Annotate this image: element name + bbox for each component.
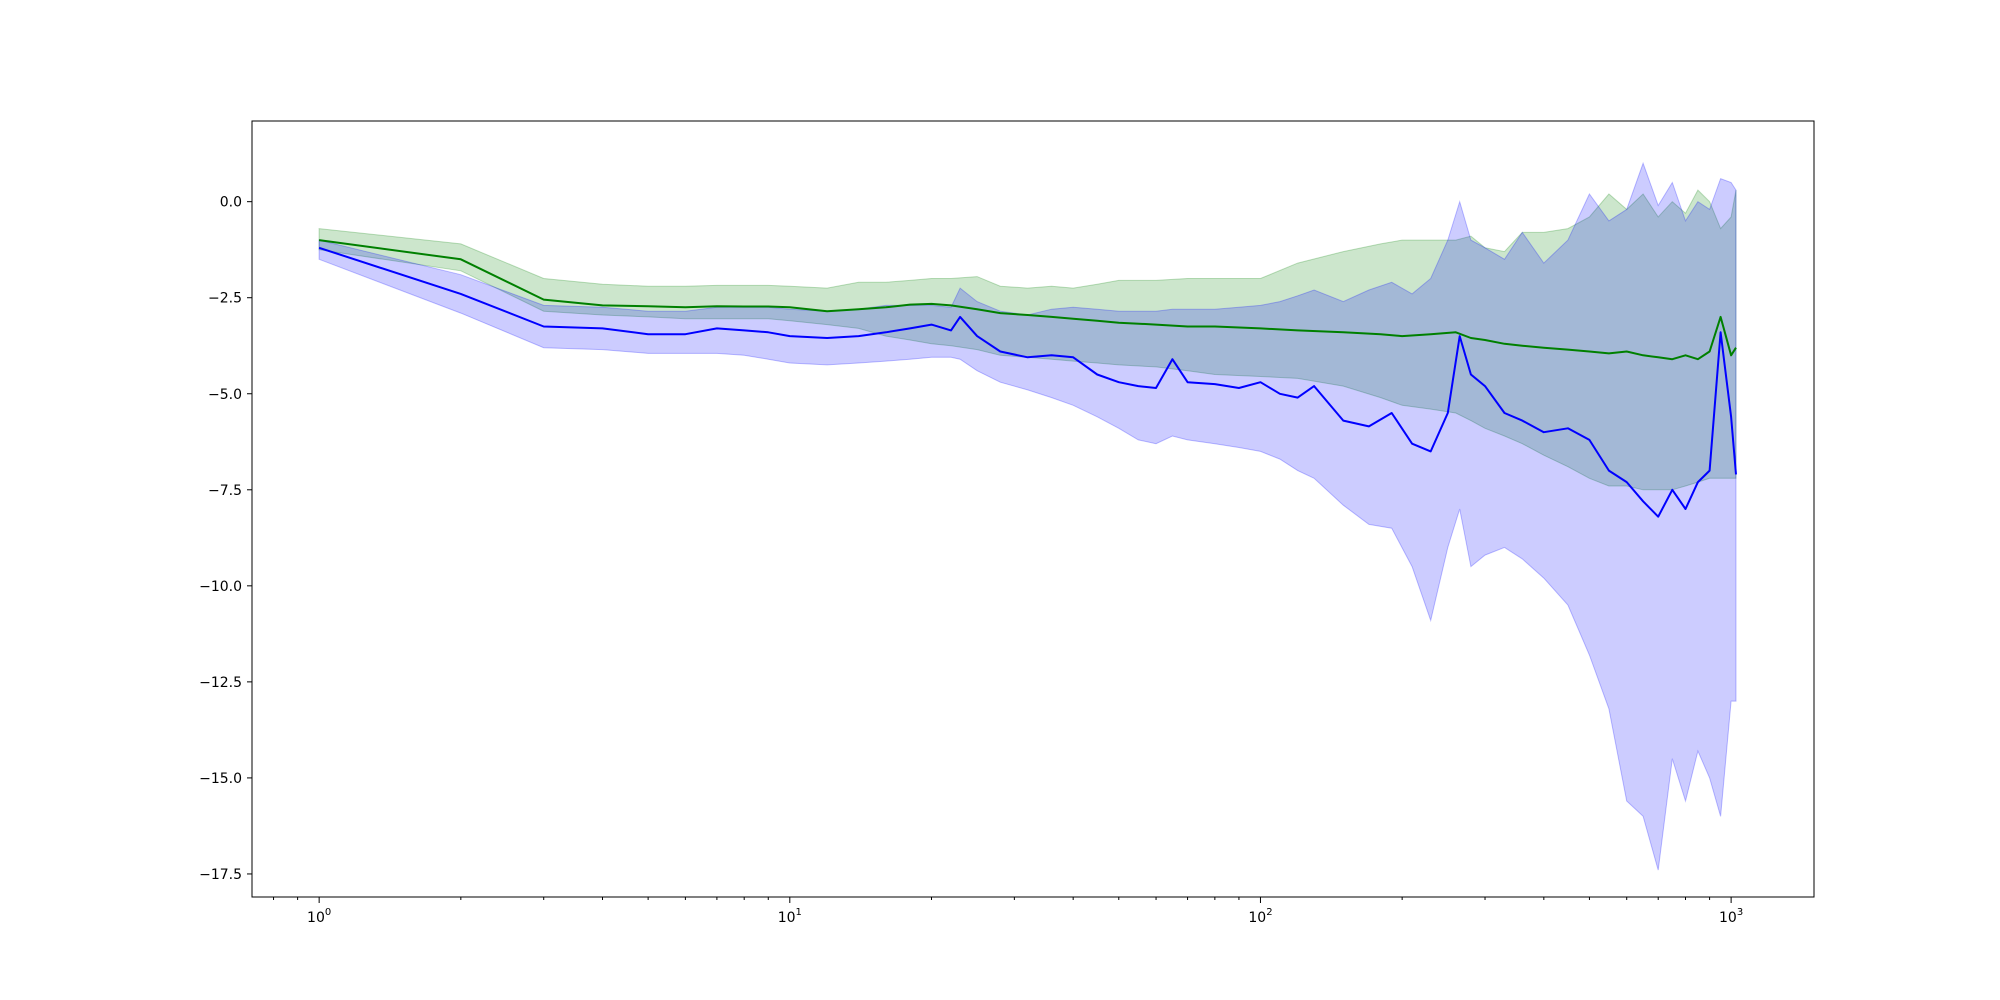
x-tick-label: 101 bbox=[778, 907, 802, 926]
x-tick-exponent: 0 bbox=[325, 907, 331, 918]
x-axis: 100 101 102 103 bbox=[273, 897, 1743, 926]
series-lines bbox=[318, 239, 1737, 518]
y-tick-label: −17.5 bbox=[199, 867, 242, 883]
x-tick-exponent: 3 bbox=[1737, 907, 1743, 918]
x-tick-exponent: 2 bbox=[1266, 907, 1272, 918]
plot-frame bbox=[251, 120, 1815, 898]
y-tick-label: −12.5 bbox=[199, 675, 242, 691]
y-axis: 0.0 −2.5 −5.0 −7.5 −10.0 −12.5 −15.0 −17.5 bbox=[199, 195, 252, 883]
y-tick-label: −5.0 bbox=[208, 387, 242, 403]
y-tick-label: −15.0 bbox=[199, 771, 242, 787]
line-series-2 bbox=[318, 246, 1737, 518]
x-tick-label: 103 bbox=[1719, 907, 1743, 926]
x-tick-label: 102 bbox=[1248, 907, 1272, 926]
band-series-2 bbox=[318, 161, 1737, 871]
y-tick-label: −2.5 bbox=[208, 291, 242, 307]
x-tick-label: 100 bbox=[307, 907, 331, 926]
confidence-bands bbox=[318, 161, 1737, 871]
y-tick-label: 0.0 bbox=[220, 195, 242, 211]
band-series-1 bbox=[318, 189, 1737, 491]
x-tick-exponent: 1 bbox=[796, 907, 802, 918]
y-tick-label: −7.5 bbox=[208, 483, 242, 499]
y-tick-label: −10.0 bbox=[199, 579, 242, 595]
line-series-1 bbox=[318, 239, 1737, 361]
